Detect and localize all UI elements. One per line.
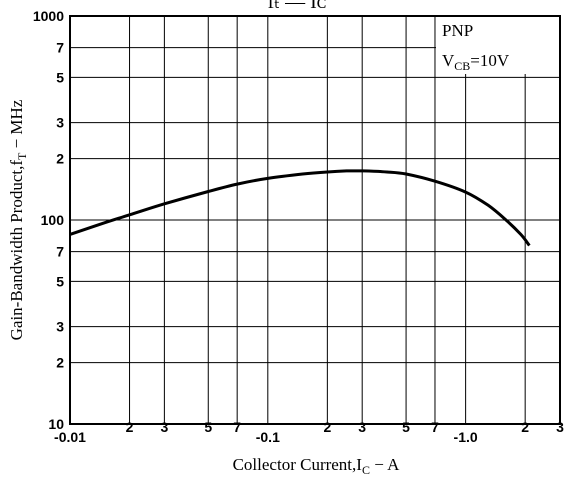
x-tick-labels: -0.01 2 3 5 7 -0.1 2 3 5 7 -1.0 2 3	[54, 419, 564, 445]
chart-title: fₜ — Iᴄ	[268, 0, 327, 13]
grid	[69, 15, 561, 425]
y-tick-labels: 10 2 3 5 7 100 2 3 5 7 1000	[33, 8, 64, 432]
y-tick-label: 7	[56, 40, 64, 56]
y-tick-label: 5	[56, 69, 64, 85]
y-tick-label: 3	[56, 319, 64, 335]
x-tick-label: 5	[204, 419, 212, 435]
x-tick-label: 5	[402, 419, 410, 435]
x-tick-label: 2	[521, 419, 529, 435]
y-tick-label: 2	[56, 151, 64, 167]
x-tick-label: 3	[556, 419, 564, 435]
y-tick-label: 5	[56, 273, 64, 289]
annotation-pnp: PNP	[442, 21, 473, 40]
y-tick-label: 7	[56, 244, 64, 260]
x-tick-label: -0.1	[256, 429, 280, 445]
y-tick-label: 10	[48, 416, 64, 432]
series-layer	[69, 169, 531, 247]
y-tick-label: 2	[56, 355, 64, 371]
annotation-vcb: VCB=10V	[442, 51, 510, 73]
x-axis-label: Collector Current,IC − A	[233, 455, 401, 477]
x-tick-label: 3	[358, 419, 366, 435]
y-tick-label: 3	[56, 115, 64, 131]
annotation-box	[436, 17, 559, 74]
x-tick-label: 2	[126, 419, 134, 435]
x-tick-label: 7	[431, 419, 439, 435]
plot-frame	[69, 15, 561, 425]
x-tick-label: 7	[233, 419, 241, 435]
y-axis-label: Gain-Bandwidth Product,fT − MHz	[7, 99, 29, 340]
x-tick-label: -1.0	[454, 429, 478, 445]
y-tick-label: 100	[41, 212, 65, 228]
y-tick-label: 1000	[33, 8, 64, 24]
series-line-ft	[69, 169, 531, 247]
x-tick-label: 3	[160, 419, 168, 435]
x-tick-label: -0.01	[54, 429, 86, 445]
x-tick-label: 2	[323, 419, 331, 435]
